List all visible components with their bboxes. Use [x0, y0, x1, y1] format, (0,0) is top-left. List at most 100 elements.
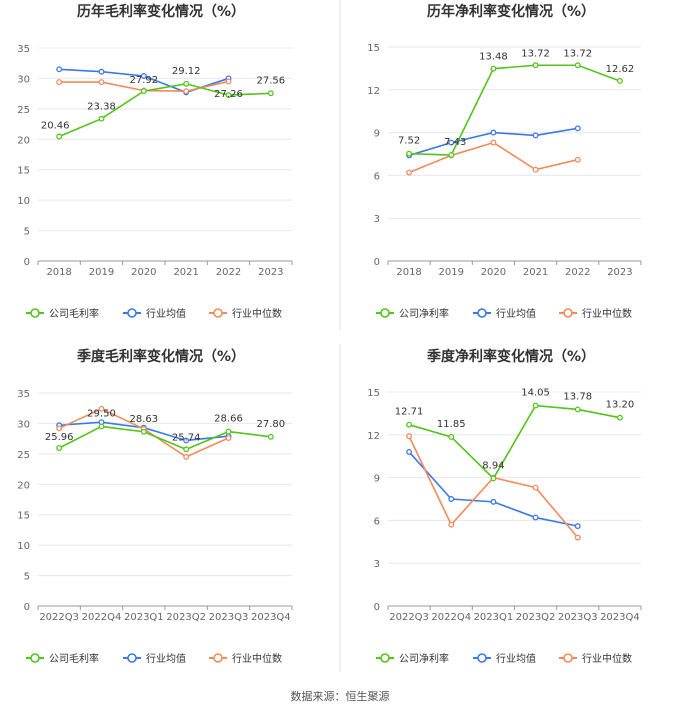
y-tick-label: 30 [17, 74, 30, 85]
data-label: 27.92 [130, 75, 159, 86]
series-line [58, 425, 271, 451]
series-line [409, 64, 621, 156]
y-tick-label: 0 [374, 257, 380, 268]
data-point [183, 453, 190, 460]
legend-marker [30, 308, 40, 318]
data-point [98, 79, 105, 86]
x-tick-label: 2023Q3 [558, 612, 598, 623]
data-point [532, 484, 539, 491]
x-tick-label: 2019 [89, 267, 114, 278]
y-tick-label: 5 [24, 227, 30, 238]
x-tick-label: 2023 [607, 267, 632, 278]
data-label: 11.85 [437, 419, 466, 430]
legend-label: 行业中位数 [582, 652, 632, 665]
x-tick-label: 2022Q4 [431, 612, 471, 623]
data-label: 14.05 [521, 388, 550, 399]
legend-label: 公司净利率 [399, 307, 449, 320]
legend-label: 行业中位数 [232, 652, 282, 665]
legend-marker [563, 653, 573, 663]
data-label: 13.20 [606, 400, 635, 411]
series-line [408, 435, 579, 539]
chart-title: 季度净利率变化情况（%） [426, 348, 595, 365]
legend-marker [563, 308, 573, 318]
legend-marker [213, 653, 223, 663]
data-label: 27.56 [257, 75, 286, 86]
x-tick-label: 2023Q4 [600, 612, 640, 623]
y-tick-label: 3 [374, 214, 380, 225]
data-label: 25.74 [172, 432, 201, 443]
data-point [574, 156, 581, 163]
data-label: 13.72 [521, 48, 550, 59]
data-point [183, 437, 190, 444]
data-point [183, 88, 190, 95]
y-tick-label: 25 [17, 105, 30, 116]
data-point [574, 534, 581, 541]
data-point [225, 92, 232, 99]
x-tick-label: 2019 [439, 267, 464, 278]
x-tick-label: 2018 [396, 267, 421, 278]
x-tick-label: 2022 [565, 267, 590, 278]
y-tick-label: 3 [374, 559, 380, 570]
y-tick-label: 35 [17, 44, 30, 55]
x-tick-label: 2022Q3 [39, 612, 79, 623]
data-point [56, 445, 63, 451]
data-point [98, 405, 105, 412]
legend-label: 行业中位数 [232, 307, 282, 320]
data-point [225, 78, 232, 85]
legend-label: 行业均值 [496, 652, 536, 665]
data-point [448, 139, 455, 146]
data-point [140, 73, 147, 79]
x-tick-label: 2023Q4 [251, 612, 291, 623]
data-point [225, 428, 232, 435]
y-tick-label: 15 [367, 43, 380, 54]
x-tick-label: 2021 [173, 267, 198, 278]
data-point [406, 169, 413, 176]
x-tick-label: 2018 [46, 267, 71, 278]
chart-title: 历年净利率变化情况（%） [427, 3, 595, 20]
data-point [98, 423, 105, 430]
legend-marker [30, 653, 40, 663]
data-point [183, 446, 190, 453]
y-tick-label: 30 [17, 419, 30, 430]
y-tick-label: 15 [367, 388, 380, 399]
legend-label: 行业均值 [496, 307, 536, 320]
data-point [56, 425, 63, 432]
data-label: 23.38 [87, 102, 116, 113]
data-point [574, 523, 581, 530]
y-tick-label: 10 [17, 196, 30, 207]
legend: 公司净利率 行业均值 行业中位数 [376, 652, 632, 665]
data-point [406, 421, 413, 428]
data-point [574, 125, 581, 132]
legend-label: 公司毛利率 [49, 307, 99, 320]
x-tick-label: 2022 [216, 267, 241, 278]
data-point [574, 406, 581, 413]
legend-label: 行业中位数 [582, 307, 632, 320]
legend-marker [380, 653, 390, 663]
data-point [616, 78, 623, 84]
y-tick-label: 6 [374, 516, 380, 527]
chart-1: 历年毛利率变化情况（%） 0 5 10 15 20 25 30 35 2018 2019 2020 20… [17, 3, 293, 320]
y-tick-label: 5 [24, 572, 30, 583]
data-label: 25.96 [45, 432, 74, 443]
x-tick-label: 2020 [481, 267, 506, 278]
x-tick-label: 2023Q1 [474, 612, 514, 623]
x-tick-label: 2020 [131, 267, 156, 278]
data-point [98, 68, 105, 75]
data-label: 27.26 [214, 89, 243, 100]
data-point [532, 132, 539, 139]
y-tick-label: 0 [24, 257, 30, 268]
data-point [448, 152, 455, 158]
data-point [490, 129, 497, 136]
data-point [532, 402, 539, 409]
y-tick-label: 10 [17, 541, 30, 552]
data-point [574, 62, 581, 69]
y-tick-label: 20 [17, 480, 30, 491]
data-point [532, 166, 539, 173]
data-label: 27.80 [257, 419, 286, 430]
data-label: 12.62 [606, 64, 635, 75]
data-source-note: 数据来源：恒生聚源 [290, 690, 390, 703]
y-tick-label: 0 [24, 602, 30, 613]
